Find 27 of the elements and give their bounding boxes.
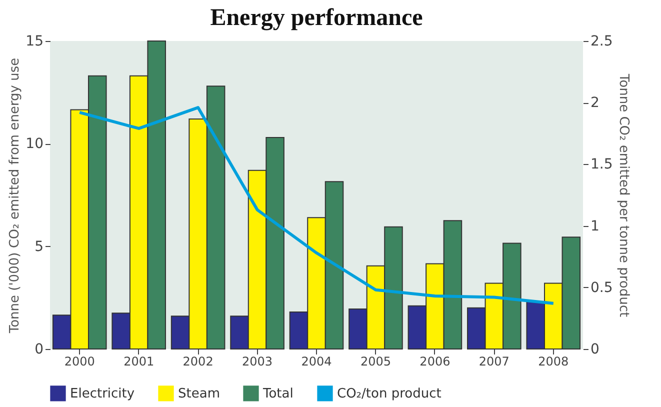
- legend-label: CO₂/ton product: [337, 386, 442, 402]
- y2-tick-label: 1.5: [590, 156, 613, 173]
- y2-tick-label: 2.5: [590, 34, 613, 50]
- x-tick-label: 2002: [182, 354, 214, 368]
- y2-tick-label: 1: [590, 218, 600, 234]
- chart-title: Energy performance: [210, 5, 424, 31]
- x-tick-label: 2003: [242, 354, 273, 368]
- x-tick-label: 2007: [478, 354, 510, 368]
- y-tick-label: 0: [34, 342, 44, 358]
- y-tick-label: 15: [26, 34, 44, 50]
- x-tick-label: 2004: [301, 354, 332, 368]
- y2-axis-title: Tonne CO₂ emitted per tonne product: [616, 72, 631, 318]
- y-tick-label: 5: [34, 238, 44, 255]
- x-tick-label: 2001: [124, 354, 154, 368]
- legend-label: Total: [262, 386, 294, 402]
- legend-label: Electricity: [70, 386, 135, 402]
- y2-tick-label: 0.5: [590, 280, 613, 296]
- legend-label: Steam: [178, 386, 220, 402]
- x-tick-label: 2008: [538, 354, 569, 368]
- line-series: [78, 106, 555, 305]
- y2-tick-label: 0: [590, 342, 600, 358]
- y-tick-label: 10: [26, 136, 44, 152]
- x-tick-label: 2005: [360, 354, 391, 368]
- y-axis-title: Tonne ('000) CO₂ emitted from energy use: [8, 58, 23, 334]
- x-tick-label: 2000: [64, 354, 95, 368]
- x-tick-label: 2006: [420, 354, 450, 368]
- y2-tick-label: 2: [590, 95, 600, 112]
